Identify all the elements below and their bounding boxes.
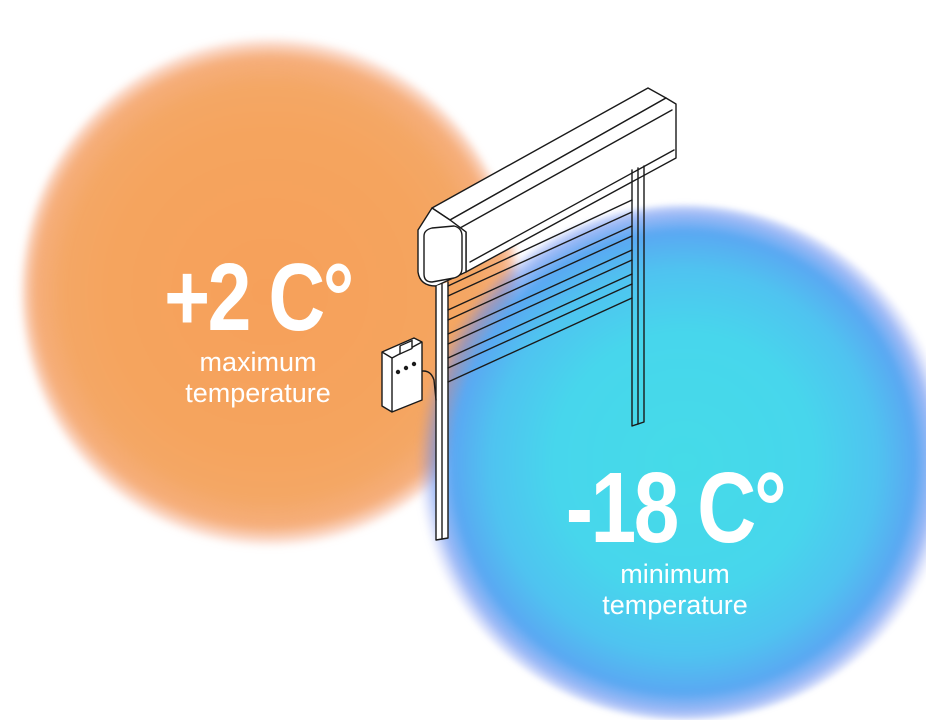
max-temperature-label: +2 C° maximum temperature [118, 250, 398, 408]
max-temperature-caption-line2: temperature [185, 378, 331, 408]
min-temperature-value: -18 C° [565, 452, 787, 564]
min-temperature-label: -18 C° minimum temperature [530, 458, 820, 620]
max-temperature-value: +2 C° [164, 244, 354, 351]
max-temperature-caption-line1: maximum [199, 347, 317, 377]
cold-zone-glow [416, 205, 926, 720]
min-temperature-caption-line2: temperature [602, 590, 748, 620]
control-box-icon [381, 337, 423, 413]
min-temperature-caption-line1: minimum [620, 559, 730, 589]
